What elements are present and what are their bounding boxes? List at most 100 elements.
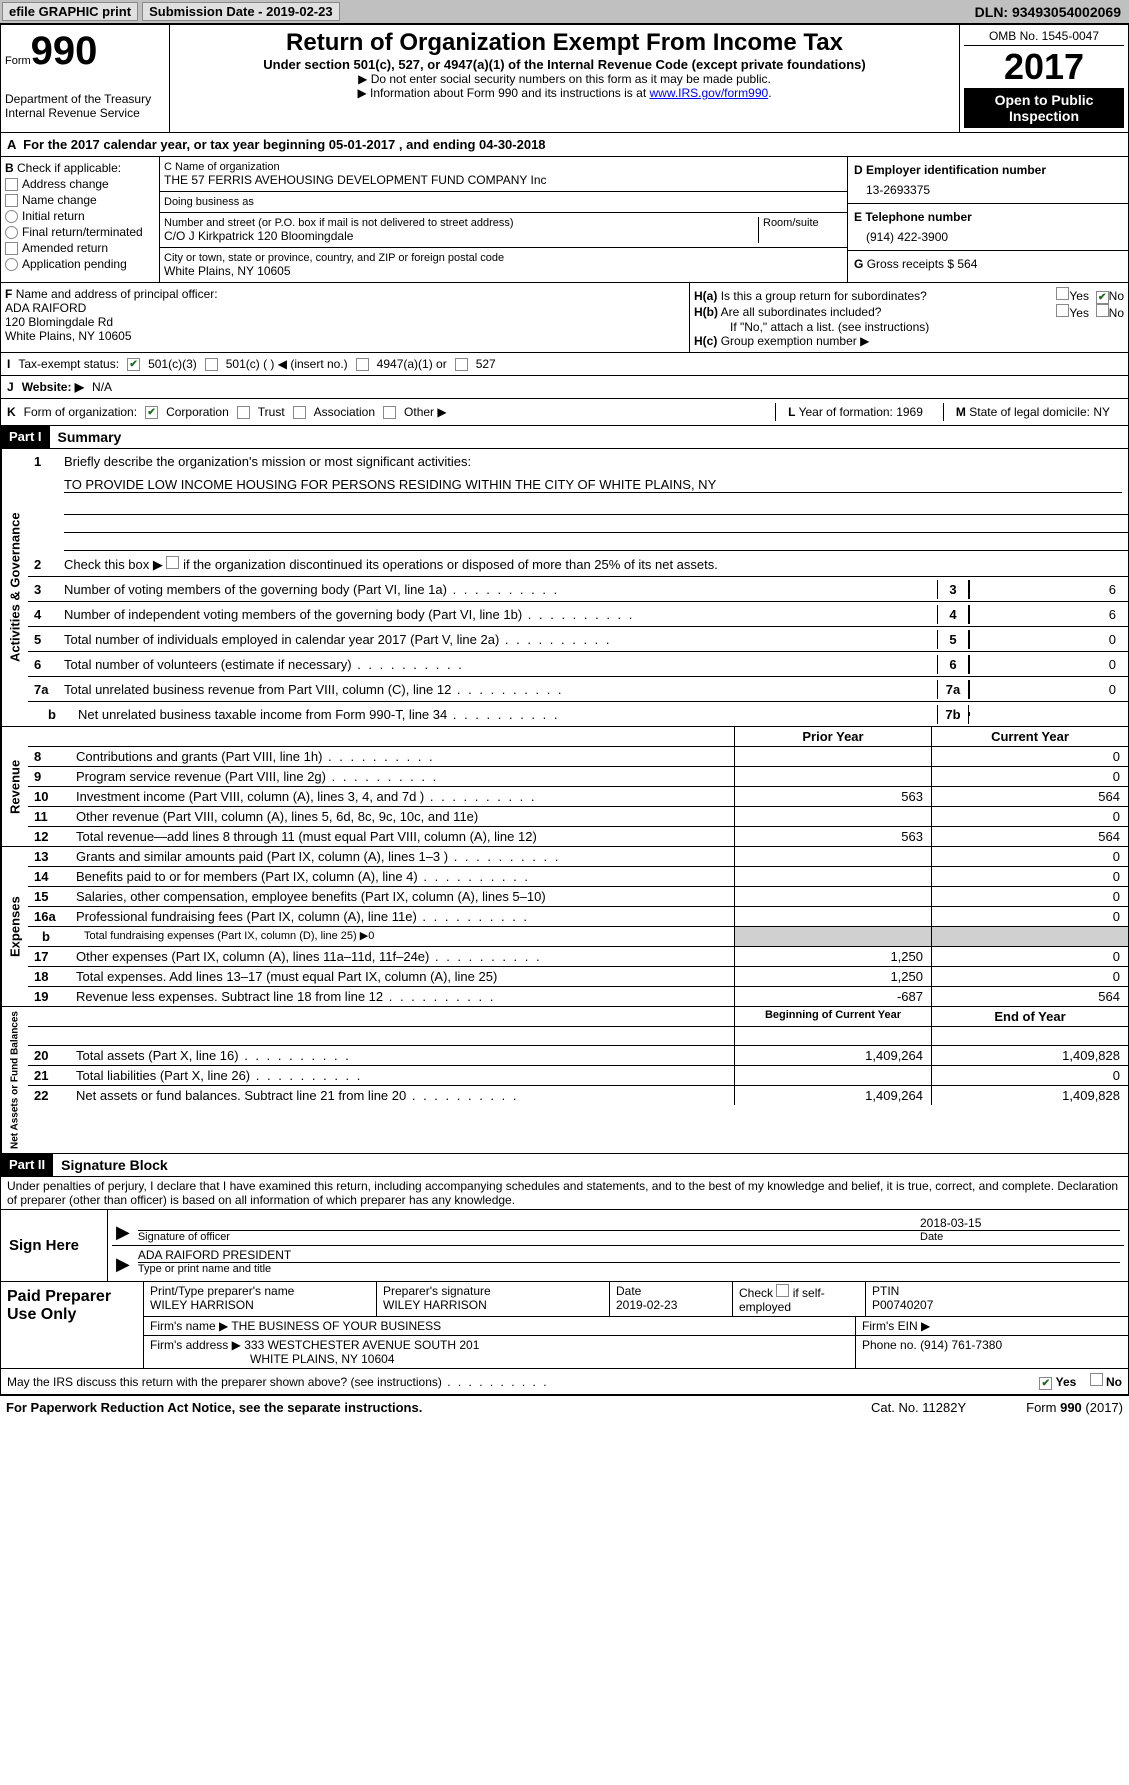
firm-phone-label: Phone no. bbox=[862, 1338, 917, 1352]
prior-year-header: Prior Year bbox=[734, 727, 931, 746]
top-bar: efile GRAPHIC print Submission Date - 20… bbox=[0, 0, 1129, 24]
omb-number: OMB No. 1545-0047 bbox=[964, 29, 1124, 46]
line-7b-box: 7b bbox=[937, 705, 969, 724]
submission-date-button[interactable]: Submission Date - 2019-02-23 bbox=[142, 2, 340, 21]
address-change-checkbox[interactable] bbox=[5, 178, 18, 191]
f-addr1: 120 Blomingdale Rd bbox=[5, 315, 113, 329]
hb-no-checkbox[interactable] bbox=[1096, 304, 1109, 317]
4947-checkbox[interactable] bbox=[356, 358, 369, 371]
g-text: Gross receipts $ 564 bbox=[867, 257, 978, 271]
k-label: K bbox=[7, 405, 16, 419]
form-instructions-link[interactable]: www.IRS.gov/form990 bbox=[649, 86, 768, 100]
part-1-label: Part I bbox=[1, 426, 50, 448]
form-number: 990 bbox=[31, 29, 98, 73]
amended-return-label: Amended return bbox=[22, 241, 108, 255]
hb-yes-checkbox[interactable] bbox=[1056, 304, 1069, 317]
self-employed-checkbox[interactable] bbox=[776, 1284, 789, 1297]
line-19-current: 564 bbox=[931, 987, 1128, 1006]
line-4-desc: Number of independent voting members of … bbox=[64, 607, 937, 622]
irs-discuss-no-checkbox[interactable] bbox=[1090, 1373, 1103, 1386]
other-label: Other ▶ bbox=[404, 405, 447, 419]
line-20-num: 20 bbox=[28, 1046, 70, 1065]
initial-return-label: Initial return bbox=[22, 209, 85, 223]
room-label: Room/suite bbox=[763, 217, 843, 229]
line-19-prior: -687 bbox=[734, 987, 931, 1006]
line-22-num: 22 bbox=[28, 1086, 70, 1105]
signature-arrow-icon: ▶ bbox=[116, 1222, 130, 1243]
line-5-val: 0 bbox=[969, 630, 1122, 649]
irs-discuss-text: May the IRS discuss this return with the… bbox=[7, 1375, 549, 1389]
open-to-public-box: Open to Public Inspection bbox=[964, 88, 1124, 128]
association-label: Association bbox=[314, 405, 375, 419]
e-label: E Telephone number bbox=[854, 210, 1122, 224]
association-checkbox[interactable] bbox=[293, 406, 306, 419]
line-22-desc: Net assets or fund balances. Subtract li… bbox=[70, 1086, 734, 1105]
line-18-desc: Total expenses. Add lines 13–17 (must eq… bbox=[70, 967, 734, 986]
section-f-h: F Name and address of principal officer:… bbox=[0, 283, 1129, 353]
row-a-label: A bbox=[7, 137, 16, 152]
m-label: M bbox=[956, 405, 966, 419]
line-9-desc: Program service revenue (Part VIII, line… bbox=[70, 767, 734, 786]
current-year-header: Current Year bbox=[931, 727, 1128, 746]
line-8-num: 8 bbox=[28, 747, 70, 766]
line-13-prior bbox=[734, 847, 931, 866]
efile-button[interactable]: efile GRAPHIC print bbox=[2, 2, 138, 21]
other-checkbox[interactable] bbox=[383, 406, 396, 419]
line-9-num: 9 bbox=[28, 767, 70, 786]
final-return-label: Final return/terminated bbox=[22, 225, 143, 239]
b-label: B bbox=[5, 161, 14, 175]
part-1-title: Summary bbox=[50, 426, 1128, 448]
line-14-desc: Benefits paid to or for members (Part IX… bbox=[70, 867, 734, 886]
irs-discuss-yes-checkbox[interactable] bbox=[1039, 1377, 1052, 1390]
line-16b-desc: Total fundraising expenses (Part IX, col… bbox=[78, 927, 734, 946]
line-21-num: 21 bbox=[28, 1066, 70, 1085]
col-c: C Name of organization THE 57 FERRIS AVE… bbox=[160, 157, 848, 282]
corporation-checkbox[interactable] bbox=[145, 406, 158, 419]
line-10-num: 10 bbox=[28, 787, 70, 806]
line-6-desc: Total number of volunteers (estimate if … bbox=[64, 657, 937, 672]
preparer-sig-label: Preparer's signature bbox=[383, 1284, 603, 1298]
line-16b-prior bbox=[734, 927, 931, 946]
ha-no-checkbox[interactable] bbox=[1096, 291, 1109, 304]
ha-yes-checkbox[interactable] bbox=[1056, 287, 1069, 300]
sign-here-section: Sign Here ▶ Signature of officer 2018-03… bbox=[0, 1210, 1129, 1282]
mission-text: TO PROVIDE LOW INCOME HOUSING FOR PERSON… bbox=[64, 477, 1122, 493]
501c-checkbox[interactable] bbox=[205, 358, 218, 371]
final-return-radio[interactable] bbox=[5, 226, 18, 239]
preparer-date: 2019-02-23 bbox=[616, 1298, 726, 1312]
b-instr: Check if applicable: bbox=[17, 161, 121, 175]
line-22-end: 1,409,828 bbox=[931, 1086, 1128, 1105]
header-right: OMB No. 1545-0047 2017 Open to Public In… bbox=[960, 25, 1128, 132]
ha-text: Is this a group return for subordinates? bbox=[721, 289, 927, 303]
line-16a-num: 16a bbox=[28, 907, 70, 926]
amended-return-checkbox[interactable] bbox=[5, 242, 18, 255]
irs-discuss-yes-label: Yes bbox=[1056, 1375, 1077, 1389]
line-2-num: 2 bbox=[34, 557, 64, 572]
name-caption: Type or print name and title bbox=[138, 1263, 1120, 1275]
501c3-checkbox[interactable] bbox=[127, 358, 140, 371]
discontinued-checkbox[interactable] bbox=[166, 556, 179, 569]
ptin-value: P00740207 bbox=[872, 1298, 1122, 1312]
line-14-current: 0 bbox=[931, 867, 1128, 886]
j-value: N/A bbox=[92, 380, 112, 394]
perjury-statement: Under penalties of perjury, I declare th… bbox=[0, 1177, 1129, 1210]
f-title: Name and address of principal officer: bbox=[16, 287, 218, 301]
trust-checkbox[interactable] bbox=[237, 406, 250, 419]
line-21-desc: Total liabilities (Part X, line 26) bbox=[70, 1066, 734, 1085]
line-8-current: 0 bbox=[931, 747, 1128, 766]
initial-return-radio[interactable] bbox=[5, 210, 18, 223]
527-checkbox[interactable] bbox=[455, 358, 468, 371]
line-15-current: 0 bbox=[931, 887, 1128, 906]
street-label: Number and street (or P.O. box if mail i… bbox=[164, 217, 754, 229]
hb-yes-label: Yes bbox=[1069, 306, 1089, 320]
name-change-checkbox[interactable] bbox=[5, 194, 18, 207]
line-9-prior bbox=[734, 767, 931, 786]
line-13-num: 13 bbox=[28, 847, 70, 866]
line-3-num: 3 bbox=[34, 582, 64, 597]
line-14-num: 14 bbox=[28, 867, 70, 886]
line-13-current: 0 bbox=[931, 847, 1128, 866]
hb-text: Are all subordinates included? bbox=[721, 305, 882, 319]
line-4-num: 4 bbox=[34, 607, 64, 622]
beginning-year-header: Beginning of Current Year bbox=[734, 1007, 931, 1026]
application-pending-radio[interactable] bbox=[5, 258, 18, 271]
